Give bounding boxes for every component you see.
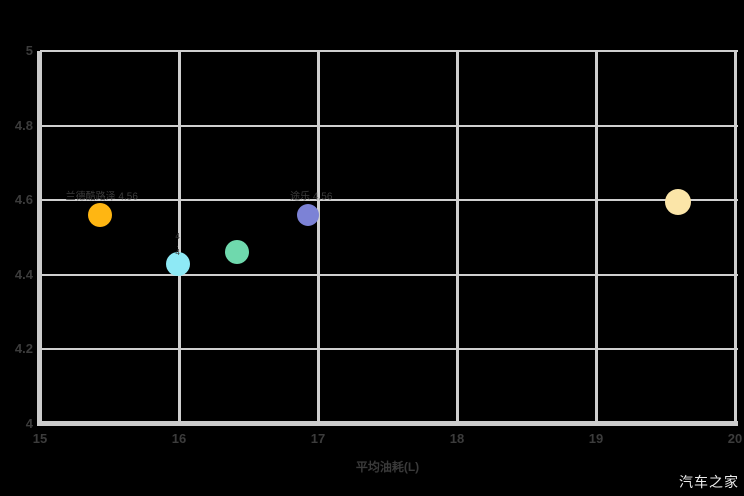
v-gridline [177,51,181,424]
scatter-point[interactable] [225,240,250,265]
watermark-autohome: 汽车之家 [679,474,739,490]
x-axis-line [37,421,738,426]
y-tick-label: 4 [25,416,33,431]
h-gridline [40,348,738,351]
y-tick-label: 4.4 [14,266,33,282]
h-gridline [40,273,738,276]
point-label: 途乐 4.56 [290,191,333,203]
scatter-point[interactable] [297,204,320,227]
v-gridline [316,51,320,424]
scatter-point[interactable] [165,251,190,276]
y-tick-label: 4.6 [14,192,33,208]
x-tick-label: 20 [727,431,743,446]
y-axis-line [37,51,42,426]
y-tick-label: 5 [25,43,33,58]
v-gridline [455,51,459,424]
scatter-point[interactable] [665,189,691,216]
v-gridline [733,51,737,424]
h-gridline [40,124,738,127]
scatter-point[interactable] [87,203,112,228]
h-gridline [40,50,738,52]
point-label: 4.4 [173,231,183,256]
x-tick-label: 18 [449,431,465,446]
x-tick-label: 17 [310,431,326,446]
point-label: 兰德酷路泽 4.56 [65,191,138,203]
y-tick-label: 4.2 [14,341,33,357]
v-gridline [594,51,598,424]
h-gridline [40,199,738,202]
x-axis-title: 平均油耗(L) [355,460,420,474]
x-tick-label: 16 [171,431,187,446]
x-tick-label: 15 [32,431,48,446]
y-tick-label: 4.8 [14,117,33,133]
x-tick-label: 19 [588,431,604,446]
